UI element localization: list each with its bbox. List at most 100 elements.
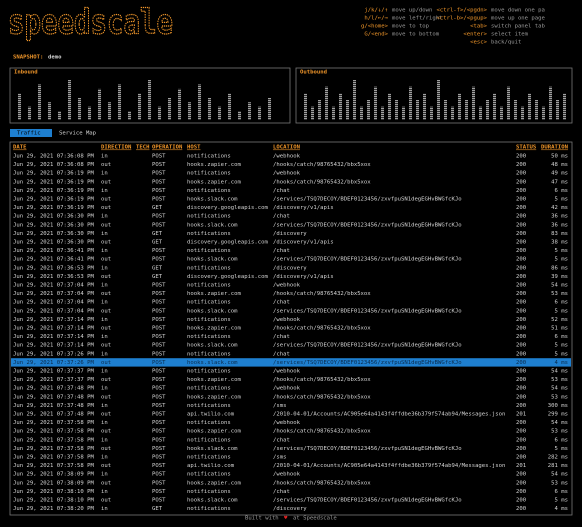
cell[interactable]: /hooks/catch/98765432/bbx5xox [273,326,371,332]
cell[interactable]: notifications [187,300,231,306]
cell[interactable]: hooks.slack.com [187,308,238,314]
cell[interactable]: /discovery/v1/apis [273,274,334,280]
cell[interactable]: POST [152,291,166,297]
cell[interactable]: Jun 29, 2021 07:37:14 PM [13,326,94,332]
cell[interactable]: /discovery [273,265,307,271]
cell[interactable]: out [101,308,111,314]
cell[interactable]: in [101,420,108,426]
cell[interactable]: Jun 29, 2021 07:37:58 PM [13,455,94,461]
cell[interactable]: hooks.slack.com [187,446,238,452]
cell[interactable]: api.twilio.com [187,412,235,418]
cell[interactable]: 48 ms [551,162,568,168]
cell[interactable]: out [101,326,111,332]
cell[interactable]: 200 [516,343,526,349]
cell[interactable]: Jun 29, 2021 07:37:04 PM [13,308,94,314]
cell[interactable]: 200 [516,162,526,168]
cell[interactable]: hooks.slack.com [187,360,238,366]
cell[interactable]: Jun 29, 2021 07:37:58 PM [13,437,94,443]
cell[interactable]: POST [152,446,166,452]
cell[interactable]: 200 [516,386,526,392]
cell[interactable]: 200 [516,351,526,357]
cell[interactable]: notifications [187,506,231,512]
cell[interactable]: Jun 29, 2021 07:37:14 PM [13,334,94,340]
cell[interactable]: Jun 29, 2021 07:36:41 PM [13,257,94,263]
cell[interactable]: /discovery/v1/apis [273,240,334,246]
cell[interactable]: 200 [516,222,526,228]
cell[interactable]: POST [152,308,166,314]
cell[interactable]: 200 [516,489,526,495]
cell[interactable]: 38 ms [551,240,568,246]
cell[interactable]: in [101,283,108,289]
cell[interactable]: 282 ms [548,455,568,461]
cell[interactable]: /sms [273,403,286,409]
cell[interactable]: GET [152,240,163,246]
cell[interactable]: POST [152,300,166,306]
cell[interactable]: notifications [187,420,231,426]
cell[interactable]: /webhook [273,317,301,323]
cell[interactable]: POST [152,429,166,435]
cell[interactable]: /hooks/catch/98765432/bbx5xox [273,429,371,435]
cell[interactable]: /hooks/catch/98765432/bbx5xox [273,394,371,400]
cell[interactable]: out [101,257,111,263]
cell[interactable]: /webhook [273,420,301,426]
cell[interactable]: 54 ms [551,386,568,392]
cell[interactable]: 36 ms [551,222,568,228]
cell[interactable]: 6 ms [555,300,568,306]
cell[interactable]: in [101,171,108,177]
cell[interactable]: notifications [187,231,231,237]
cell[interactable]: /discovery/v1/apis [273,205,334,211]
cell[interactable]: /hooks/catch/98765432/bbx5xox [273,162,371,168]
cell[interactable]: /chat [273,248,290,254]
cell[interactable]: Jun 29, 2021 07:37:58 PM [13,446,94,452]
cell[interactable]: /chat [273,351,290,357]
cell[interactable]: 200 [516,334,526,340]
cell[interactable]: 200 [516,420,526,426]
cell[interactable]: Jun 29, 2021 07:36:30 PM [13,240,94,246]
cell[interactable]: /webhook [273,386,301,392]
cell[interactable]: Jun 29, 2021 07:37:04 PM [13,283,94,289]
cell[interactable]: 200 [516,394,526,400]
cell[interactable]: notifications [187,214,231,220]
cell[interactable]: in [101,403,108,409]
cell[interactable]: 200 [516,214,526,220]
cell[interactable]: in [101,317,108,323]
cell[interactable]: Jun 29, 2021 07:36:19 PM [13,197,94,203]
cell[interactable]: Jun 29, 2021 07:37:14 PM [13,343,94,349]
cell[interactable]: /services/TSQ7DECOY/BDEF0123456/zxvfpuSN… [273,343,462,349]
cell[interactable]: Jun 29, 2021 07:37:48 PM [13,412,94,418]
cell[interactable]: /sms [273,455,286,461]
cell[interactable]: discovery.googleapis.com [187,205,268,211]
cell[interactable]: out [101,360,111,366]
cell[interactable]: 53 ms [551,429,568,435]
cell[interactable]: POST [152,369,166,375]
cell[interactable]: /hooks/catch/98765432/bbx5xox [273,291,371,297]
cell[interactable]: in [101,231,108,237]
cell[interactable]: Jun 29, 2021 07:37:48 PM [13,403,94,409]
cell[interactable]: 5 ms [555,446,568,452]
tab[interactable]: Traffic [17,131,41,137]
cell[interactable]: 200 [516,403,526,409]
cell[interactable]: 200 [516,265,526,271]
cell[interactable]: 200 [516,480,526,486]
cell[interactable]: /services/TSQ7DECOY/BDEF0123456/zxvfpuSN… [273,197,462,203]
cell[interactable]: POST [152,472,166,478]
cell[interactable]: Jun 29, 2021 07:37:04 PM [13,300,94,306]
cell[interactable]: 42 ms [551,205,568,211]
cell[interactable]: 200 [516,369,526,375]
cell[interactable]: 200 [516,326,526,332]
cell[interactable]: GET [152,205,163,211]
cell[interactable]: /services/TSQ7DECOY/BDEF0123456/zxvfpuSN… [273,222,462,228]
cell[interactable]: notifications [187,386,231,392]
cell[interactable]: 54 ms [551,283,568,289]
cell[interactable]: notifications [187,455,231,461]
cell[interactable]: hooks.zapier.com [187,429,242,435]
cell[interactable]: 200 [516,197,526,203]
cell[interactable]: 5 ms [555,351,568,357]
cell[interactable]: 5 ms [555,257,568,263]
cell[interactable]: /services/TSQ7DECOY/BDEF0123456/zxvfpuSN… [273,308,462,314]
cell[interactable]: Jun 29, 2021 07:37:26 PM [13,360,94,366]
cell[interactable]: 200 [516,205,526,211]
cell[interactable]: /2010-04-01/Accounts/AC905e64a4143f4ffdb… [273,463,505,469]
cell[interactable]: hooks.slack.com [187,498,238,504]
cell[interactable]: Jun 29, 2021 07:36:53 PM [13,274,94,280]
